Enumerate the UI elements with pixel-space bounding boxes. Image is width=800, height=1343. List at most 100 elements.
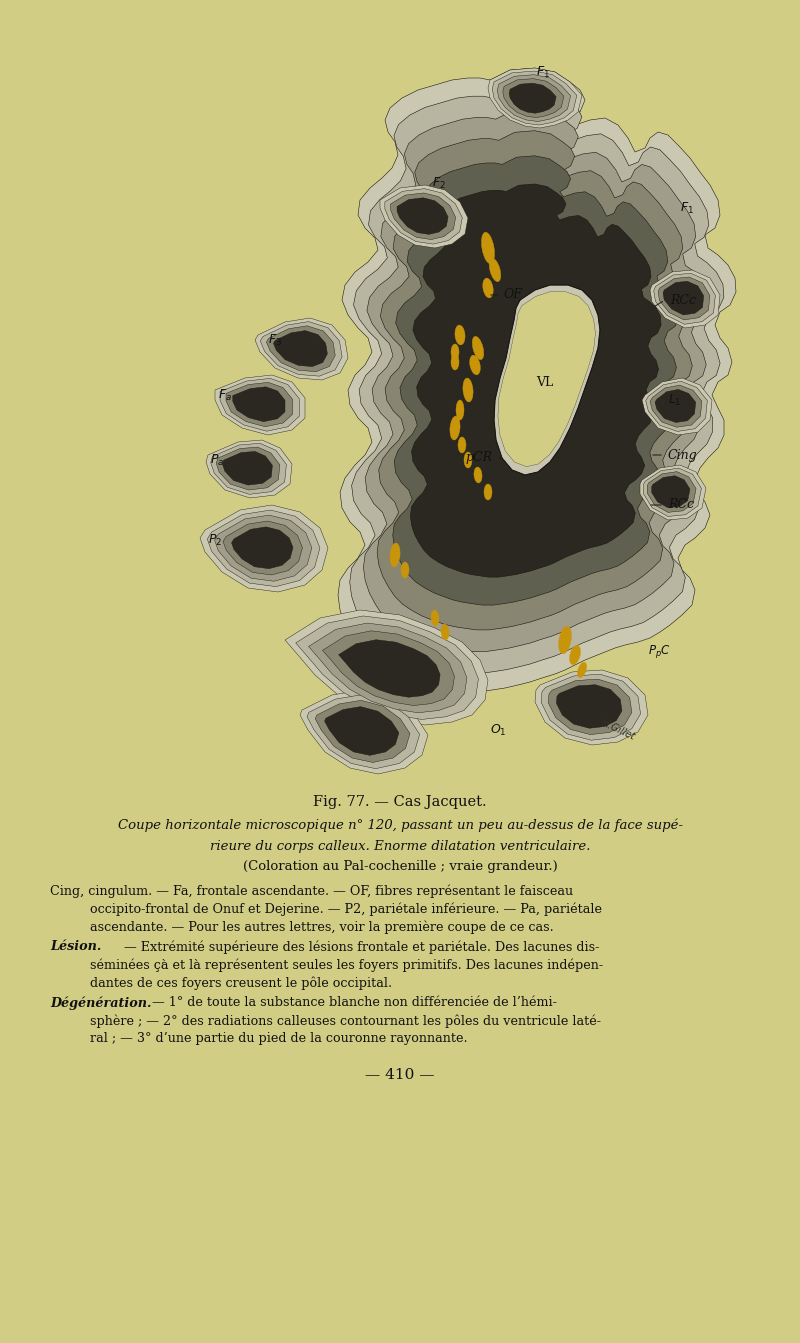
Polygon shape	[309, 623, 467, 713]
Ellipse shape	[470, 355, 480, 375]
Text: $F_2$: $F_2$	[432, 176, 446, 191]
Text: RCc: RCc	[670, 294, 696, 306]
Polygon shape	[363, 109, 710, 651]
Ellipse shape	[390, 543, 400, 567]
Ellipse shape	[451, 344, 459, 360]
Ellipse shape	[570, 645, 581, 665]
Polygon shape	[397, 197, 448, 234]
Text: $F_3$: $F_3$	[268, 333, 282, 348]
Polygon shape	[338, 68, 736, 692]
Text: RCc: RCc	[668, 498, 694, 512]
Polygon shape	[498, 75, 570, 121]
Text: $F_1$: $F_1$	[536, 64, 550, 79]
Polygon shape	[652, 475, 690, 508]
Polygon shape	[377, 130, 695, 630]
Polygon shape	[215, 375, 305, 435]
Polygon shape	[207, 510, 320, 587]
Polygon shape	[643, 469, 702, 517]
Polygon shape	[322, 631, 454, 705]
Polygon shape	[206, 441, 292, 498]
Text: ascendante. — Pour les autres lettres, voir la première coupe de ce cas.: ascendante. — Pour les autres lettres, v…	[90, 920, 554, 933]
Text: Coupe horizontale microscopique n° 120, passant un peu au-dessus de la face supé: Coupe horizontale microscopique n° 120, …	[118, 818, 682, 831]
Polygon shape	[274, 330, 327, 367]
Ellipse shape	[490, 258, 501, 282]
Polygon shape	[260, 321, 342, 376]
Polygon shape	[233, 387, 285, 422]
Text: pCR: pCR	[465, 451, 492, 465]
Text: $P_pC$: $P_pC$	[648, 643, 671, 661]
Text: — Extrémité supérieure des lésions frontale et pariétale. Des lacunes dis-: — Extrémité supérieure des lésions front…	[120, 940, 599, 954]
Polygon shape	[646, 381, 707, 431]
Polygon shape	[315, 700, 410, 763]
Text: ral ; — 3° d’une partie du pied de la couronne rayonnante.: ral ; — 3° d’une partie du pied de la co…	[90, 1031, 468, 1045]
Text: Lésion.: Lésion.	[50, 940, 102, 954]
Text: séminées çà et là représentent seules les foyers primitifs. Des lacunes indépen-: séminées çà et là représentent seules le…	[90, 958, 603, 971]
Polygon shape	[390, 193, 456, 239]
Polygon shape	[535, 670, 648, 745]
Polygon shape	[380, 185, 468, 248]
Polygon shape	[307, 694, 420, 768]
Ellipse shape	[455, 325, 465, 345]
Polygon shape	[663, 281, 704, 316]
Polygon shape	[650, 270, 720, 328]
Polygon shape	[393, 156, 679, 606]
Text: rieure du corps calleux. Enorme dilatation ventriculaire.: rieure du corps calleux. Enorme dilatati…	[210, 839, 590, 853]
Ellipse shape	[450, 416, 460, 441]
Ellipse shape	[401, 561, 409, 577]
Text: $P_2$: $P_2$	[208, 532, 222, 548]
Polygon shape	[220, 379, 299, 431]
Polygon shape	[231, 526, 293, 568]
Text: Cing, cingulum. — Fa, frontale ascendante. — OF, fibres représentant le faisceau: Cing, cingulum. — Fa, frontale ascendant…	[50, 884, 573, 897]
Polygon shape	[502, 79, 564, 118]
Ellipse shape	[482, 232, 494, 263]
Text: (Coloration au Pal-cochenille ; vraie grandeur.): (Coloration au Pal-cochenille ; vraie gr…	[242, 860, 558, 873]
Polygon shape	[210, 443, 286, 494]
Polygon shape	[226, 383, 293, 427]
Polygon shape	[223, 521, 302, 575]
Ellipse shape	[456, 400, 464, 420]
Text: Cing: Cing	[668, 449, 698, 462]
Polygon shape	[509, 83, 556, 113]
Ellipse shape	[431, 610, 439, 626]
Polygon shape	[300, 690, 428, 774]
Polygon shape	[385, 188, 462, 244]
Polygon shape	[338, 639, 440, 697]
Text: dantes de ces foyers creusent le pôle occipital.: dantes de ces foyers creusent le pôle oc…	[90, 976, 392, 990]
Polygon shape	[557, 685, 622, 728]
Polygon shape	[655, 389, 696, 423]
Polygon shape	[350, 87, 724, 673]
Text: — 1° de toute la substance blanche non différenciée de l’hémi-: — 1° de toute la substance blanche non d…	[148, 997, 557, 1009]
Polygon shape	[214, 516, 312, 582]
Text: occipito-frontal de Onuf et Dejerine. — P2, pariétale inférieure. — Pa, pariétal: occipito-frontal de Onuf et Dejerine. — …	[90, 902, 602, 916]
Text: OF: OF	[504, 289, 523, 301]
Text: — 410 —: — 410 —	[366, 1068, 434, 1082]
Polygon shape	[658, 277, 710, 320]
Text: $O_1$: $O_1$	[490, 723, 506, 737]
Polygon shape	[296, 616, 478, 720]
Text: $P_a$: $P_a$	[210, 453, 224, 467]
Ellipse shape	[474, 467, 482, 483]
Polygon shape	[325, 706, 399, 755]
Ellipse shape	[482, 278, 494, 298]
Text: VL: VL	[536, 376, 554, 388]
Polygon shape	[498, 291, 595, 466]
Polygon shape	[222, 451, 272, 485]
Polygon shape	[255, 318, 348, 380]
Polygon shape	[650, 385, 702, 427]
Ellipse shape	[458, 436, 466, 453]
Text: Fig. 77. — Cas Jacquet.: Fig. 77. — Cas Jacquet.	[313, 795, 487, 808]
Text: sphère ; — 2° des radiations calleuses contournant les pôles du ventricule laté-: sphère ; — 2° des radiations calleuses c…	[90, 1014, 601, 1027]
Polygon shape	[640, 465, 706, 520]
Text: $F_a$: $F_a$	[218, 387, 232, 403]
Ellipse shape	[484, 483, 492, 500]
Text: $L_1$: $L_1$	[668, 392, 682, 407]
Ellipse shape	[451, 355, 459, 371]
Polygon shape	[492, 71, 577, 125]
Text: Dégénération.: Dégénération.	[50, 997, 151, 1010]
Text: $F_1$: $F_1$	[680, 200, 694, 215]
Polygon shape	[266, 326, 335, 372]
Polygon shape	[647, 471, 696, 512]
Ellipse shape	[464, 453, 472, 467]
Polygon shape	[488, 68, 582, 128]
Polygon shape	[200, 505, 328, 592]
